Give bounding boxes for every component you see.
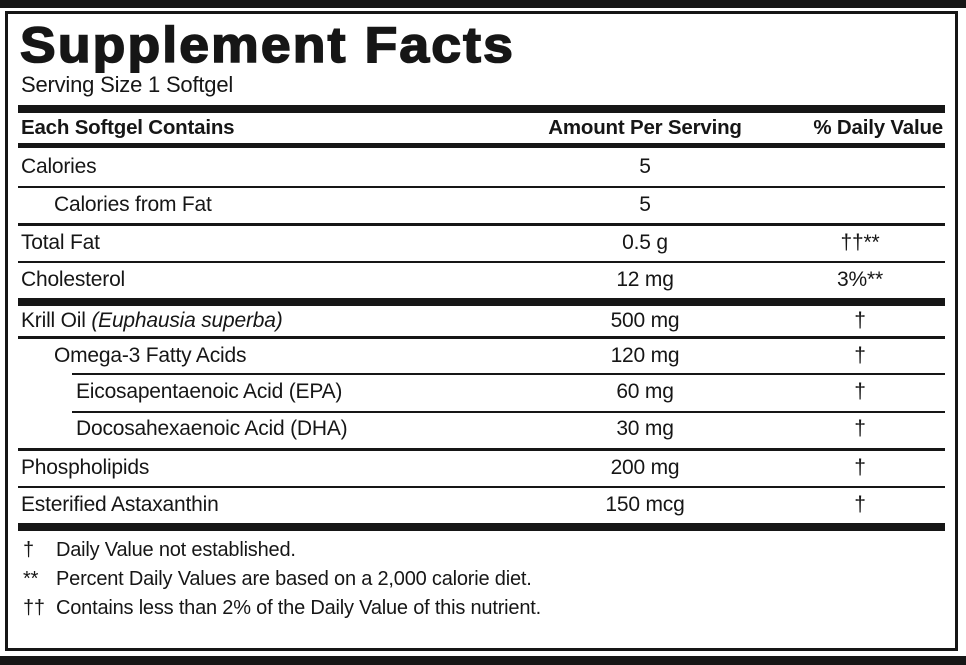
- nutrient-name: Omega-3 Fatty Acids: [54, 343, 247, 367]
- nutrient-name: Eicosapentaenoic Acid (EPA): [76, 379, 343, 403]
- nutrient-name: Esterified Astaxanthin: [21, 493, 219, 517]
- footnote-line: † Daily Value not established.: [18, 536, 945, 565]
- table-row: Esterified Astaxanthin 150 mcg †: [18, 485, 945, 524]
- nutrient-amount: 5: [639, 193, 651, 217]
- footnotes-section: † Daily Value not established. ** Percen…: [18, 523, 945, 623]
- footnote-text: Daily Value not established.: [56, 539, 296, 561]
- table-row: Eicosapentaenoic Acid (EPA) 60 mg †: [18, 373, 945, 411]
- table-row: Omega-3 Fatty Acids 120 mg †: [18, 335, 945, 374]
- nutrient-daily-value: †: [854, 417, 866, 441]
- table-row: Docosahexaenoic Acid (DHA) 30 mg †: [18, 410, 945, 449]
- nutrient-amount: 12 mg: [616, 268, 674, 292]
- footnote-line: †† Contains less than 2% of the Daily Va…: [18, 594, 945, 623]
- footnote-symbol: ††: [23, 597, 45, 619]
- table-row: Phospholipids 200 mg †: [18, 448, 945, 486]
- nutrient-daily-value: †: [854, 456, 866, 480]
- header-amount-per-serving: Amount Per Serving: [548, 116, 742, 139]
- nutrient-amount: 0.5 g: [622, 231, 668, 255]
- top-black-bar: [0, 0, 966, 8]
- bottom-black-bar: [0, 656, 966, 665]
- nutrient-name: Krill Oil (Euphausia superba): [21, 308, 283, 332]
- footnote-symbol: †: [23, 539, 34, 561]
- footnote-symbol: **: [23, 568, 39, 590]
- nutrient-name: Total Fat: [21, 231, 100, 255]
- nutrient-amount: 30 mg: [616, 417, 674, 441]
- table-row: Calories 5: [18, 148, 945, 186]
- nutrient-daily-value: ††**: [840, 231, 880, 255]
- nutrient-amount: 200 mg: [610, 456, 680, 480]
- label-border-box: Supplement Facts Serving Size 1 Softgel …: [5, 11, 958, 651]
- header-each-softgel-contains: Each Softgel Contains: [21, 116, 235, 139]
- divider-thick-top: [18, 105, 945, 113]
- label-title: Supplement Facts: [19, 17, 516, 73]
- nutrient-amount: 120 mg: [610, 343, 680, 367]
- nutrient-daily-value: †: [854, 308, 866, 332]
- header-percent-daily-value: % Daily Value: [813, 116, 943, 139]
- nutrient-amount: 500 mg: [610, 308, 680, 332]
- table-header-row: Each Softgel Contains Amount Per Serving…: [18, 113, 945, 148]
- table-row: Cholesterol 12 mg 3%**: [18, 260, 945, 299]
- serving-size-text: Serving Size 1 Softgel: [21, 72, 234, 97]
- nutrient-amount: 60 mg: [616, 379, 674, 403]
- nutrient-amount: 5: [639, 154, 651, 178]
- nutrient-name: Cholesterol: [21, 268, 126, 292]
- nutrient-name: Docosahexaenoic Acid (DHA): [76, 417, 348, 441]
- nutrient-daily-value: 3%**: [837, 268, 883, 292]
- table-row: Krill Oil (Euphausia superba) 500 mg †: [18, 298, 945, 336]
- table-row: Total Fat 0.5 g ††**: [18, 223, 945, 261]
- nutrient-name: Calories from Fat: [54, 193, 212, 217]
- nutrient-rows: Calories 5 Calories from Fat 5 Total Fat…: [18, 148, 945, 523]
- nutrient-name: Phospholipids: [21, 456, 150, 480]
- nutrient-amount: 150 mcg: [605, 493, 685, 517]
- nutrient-daily-value: †: [854, 343, 866, 367]
- nutrient-name: Calories: [21, 154, 97, 178]
- nutrient-daily-value: †: [854, 379, 866, 403]
- footnote-line: ** Percent Daily Values are based on a 2…: [18, 565, 945, 594]
- footnote-text: Contains less than 2% of the Daily Value…: [56, 597, 541, 619]
- footnote-text: Percent Daily Values are based on a 2,00…: [56, 568, 532, 590]
- nutrient-daily-value: †: [854, 493, 866, 517]
- table-row: Calories from Fat 5: [18, 185, 945, 224]
